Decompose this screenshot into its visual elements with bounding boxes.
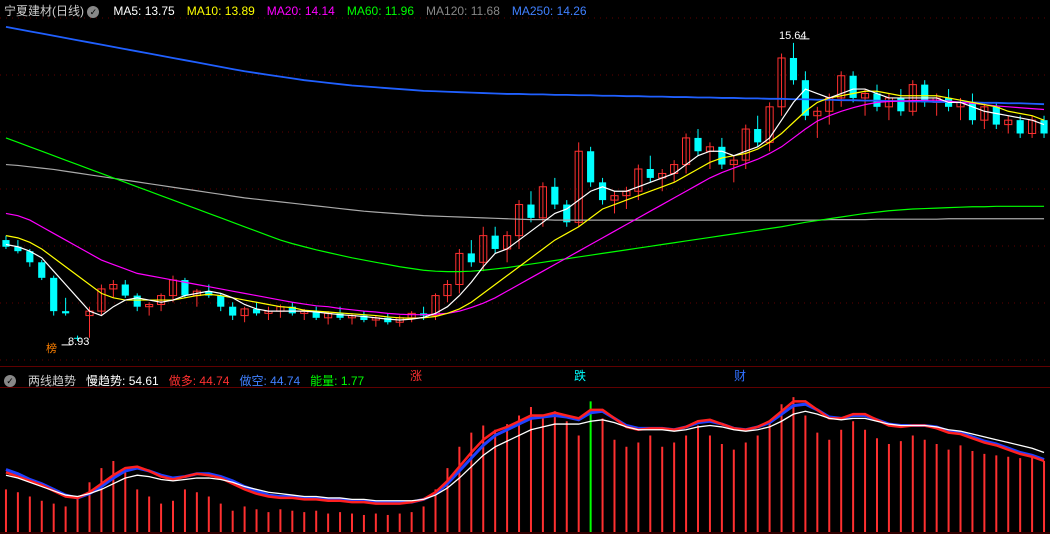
ma5-label: MA5: 13.75 [113, 4, 174, 18]
energy-label: 能量: 1.77 [310, 372, 364, 389]
main-chart-header: 宁夏建材(日线) ✓ MA5: 13.75 MA10: 13.89 MA20: … [4, 2, 587, 19]
sub-title: 两线趋势 [28, 372, 76, 389]
candlestick-chart[interactable] [0, 0, 1050, 366]
kong-label: 做空: 44.74 [239, 372, 300, 389]
ma60-label: MA60: 11.96 [347, 4, 414, 18]
ma20-label: MA20: 14.14 [267, 4, 335, 18]
stock-title: 宁夏建材(日线) ✓ [4, 2, 101, 19]
bang-annotation: 榜 [46, 340, 57, 356]
ma250-label: MA250: 14.26 [512, 4, 587, 18]
indicator-chart[interactable] [0, 386, 1050, 534]
check-icon: ✓ [4, 375, 16, 387]
sub-chart-header: ✓ 两线趋势 慢趋势: 54.61 做多: 44.74 做空: 44.74 能量… [4, 372, 364, 389]
low-price-annotation: 8.93 [68, 336, 89, 348]
ma120-label: MA120: 11.68 [426, 4, 500, 18]
chart-container: 宁夏建材(日线) ✓ MA5: 13.75 MA10: 13.89 MA20: … [0, 0, 1050, 534]
check-icon: ✓ [87, 6, 99, 18]
tick-label: 涨 [410, 367, 422, 384]
ma10-label: MA10: 13.89 [187, 4, 255, 18]
slow-trend-label: 慢趋势: 54.61 [86, 372, 159, 389]
high-price-annotation: 15.64 [779, 30, 807, 42]
duo-label: 做多: 44.74 [169, 372, 230, 389]
tick-label: 跌 [574, 367, 586, 384]
tick-label: 财 [734, 367, 746, 384]
